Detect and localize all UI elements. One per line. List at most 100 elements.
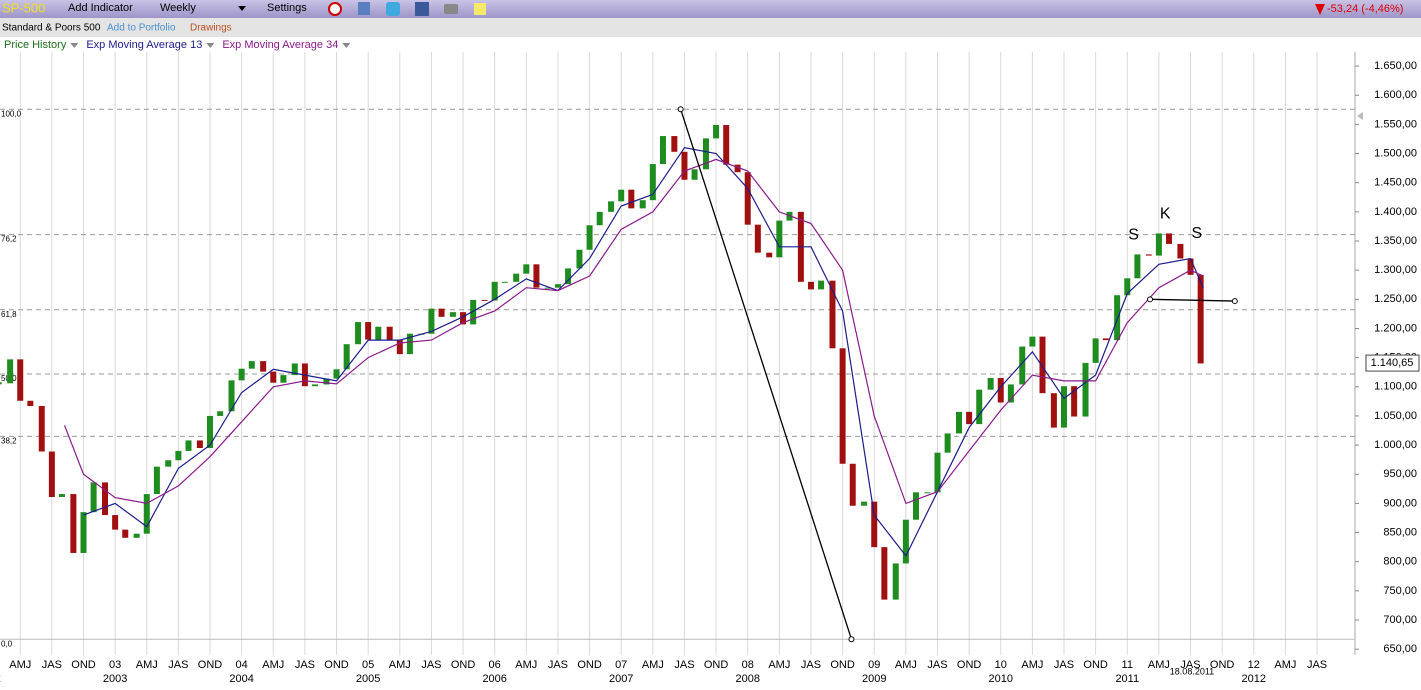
candle bbox=[849, 463, 856, 506]
legend-entry[interactable]: Exp Moving Average 34 bbox=[222, 39, 338, 51]
candle bbox=[839, 348, 846, 464]
twitter-icon[interactable] bbox=[386, 2, 400, 16]
y-tick-label: 1.200,00 bbox=[1374, 322, 1417, 334]
candle bbox=[1092, 338, 1099, 363]
candle bbox=[122, 529, 129, 538]
y-tick-label: 850,00 bbox=[1383, 526, 1417, 538]
candle bbox=[608, 201, 615, 212]
drawings[interactable]: Drawings bbox=[190, 23, 232, 34]
candle bbox=[365, 322, 372, 340]
candle bbox=[734, 164, 741, 173]
legend-arrow bbox=[342, 43, 351, 48]
annotation: S bbox=[1192, 225, 1203, 242]
y-tick-label: 700,00 bbox=[1383, 614, 1417, 626]
facebook-icon[interactable] bbox=[415, 2, 429, 16]
candle bbox=[766, 252, 773, 258]
x-tick-label: 04 bbox=[236, 659, 248, 671]
candle bbox=[586, 225, 593, 250]
instrument-name: Standard & Poors 500 bbox=[2, 23, 101, 34]
camera-icon[interactable] bbox=[444, 4, 458, 14]
y-tick-label: 750,00 bbox=[1383, 585, 1417, 597]
candle bbox=[702, 138, 709, 170]
candle bbox=[513, 273, 520, 282]
legend-entry[interactable]: Price History bbox=[4, 39, 67, 51]
trend-handle bbox=[848, 636, 855, 643]
interval[interactable]: Weekly bbox=[160, 2, 196, 14]
x-tick-label: AMJ bbox=[1274, 659, 1296, 671]
annotation: K bbox=[1160, 205, 1171, 222]
year-label: 2008 bbox=[735, 673, 759, 685]
y-tick-label: 1.450,00 bbox=[1374, 177, 1417, 189]
candle bbox=[902, 519, 909, 564]
candle bbox=[133, 533, 140, 538]
y-tick-label: 950,00 bbox=[1383, 468, 1417, 480]
x-tick-label: OND bbox=[577, 659, 602, 671]
candle bbox=[639, 200, 646, 209]
candle bbox=[217, 411, 224, 416]
add-portfolio[interactable]: Add to Portfolio bbox=[107, 23, 176, 34]
candle bbox=[396, 340, 403, 355]
x-tick-label: OND bbox=[704, 659, 729, 671]
candle bbox=[1039, 336, 1046, 394]
x-tick-label: 08 bbox=[742, 659, 754, 671]
candle bbox=[1007, 384, 1014, 403]
x-tick-label: 06 bbox=[489, 659, 501, 671]
alarm-icon[interactable] bbox=[328, 2, 342, 16]
candle bbox=[523, 264, 530, 274]
candle bbox=[576, 249, 583, 269]
candle bbox=[312, 384, 319, 387]
y-tick-label: 900,00 bbox=[1383, 497, 1417, 509]
date-label: 18.08.2011 bbox=[1170, 666, 1214, 676]
x-tick-label: JAS bbox=[1180, 659, 1200, 671]
x-tick-label: OND bbox=[830, 659, 855, 671]
candle bbox=[565, 268, 572, 285]
candle bbox=[153, 466, 160, 495]
candle bbox=[1061, 386, 1068, 428]
candle bbox=[27, 400, 34, 407]
candle bbox=[754, 224, 761, 253]
candle bbox=[829, 280, 836, 349]
candle bbox=[1134, 254, 1141, 279]
candle bbox=[80, 512, 87, 553]
page-icon[interactable] bbox=[358, 2, 370, 15]
candle bbox=[956, 411, 963, 434]
candle bbox=[355, 322, 362, 345]
candle bbox=[449, 312, 456, 317]
x-tick-label: 05 bbox=[362, 659, 374, 671]
candle bbox=[406, 333, 413, 355]
candle bbox=[228, 380, 235, 412]
candle bbox=[470, 299, 477, 325]
fib-label: 61,8 bbox=[1, 310, 17, 319]
candle bbox=[776, 220, 783, 258]
dropdown-arrow[interactable] bbox=[238, 6, 246, 11]
x-tick-label: AMJ bbox=[642, 659, 664, 671]
x-tick-label: OND bbox=[957, 659, 982, 671]
scroll-marker bbox=[1357, 112, 1363, 120]
candle bbox=[238, 368, 245, 381]
x-tick-label: AMJ bbox=[9, 659, 31, 671]
candle bbox=[386, 326, 393, 341]
candle bbox=[1050, 393, 1057, 428]
year-label: 2006 bbox=[482, 673, 506, 685]
candle bbox=[102, 482, 109, 516]
trend-handle bbox=[1147, 296, 1154, 303]
candle bbox=[70, 494, 77, 553]
candle bbox=[1187, 258, 1194, 275]
candle bbox=[333, 369, 340, 379]
add-indicator[interactable]: Add Indicator bbox=[68, 2, 133, 14]
symbol[interactable]: SP-500 bbox=[2, 0, 45, 15]
candle bbox=[165, 460, 172, 467]
candle bbox=[628, 189, 635, 209]
legend-entry[interactable]: Exp Moving Average 13 bbox=[86, 39, 202, 51]
candle bbox=[270, 371, 277, 383]
candle bbox=[185, 440, 192, 451]
x-tick-label: OND bbox=[324, 659, 349, 671]
year-label: 2004 bbox=[229, 673, 253, 685]
x-tick-label: 07 bbox=[615, 659, 627, 671]
fib-label: 100,0 bbox=[1, 109, 22, 118]
settings[interactable]: Settings bbox=[267, 2, 307, 14]
x-tick-label: JAS bbox=[42, 659, 62, 671]
note-icon[interactable] bbox=[474, 3, 486, 15]
candle bbox=[871, 501, 878, 548]
